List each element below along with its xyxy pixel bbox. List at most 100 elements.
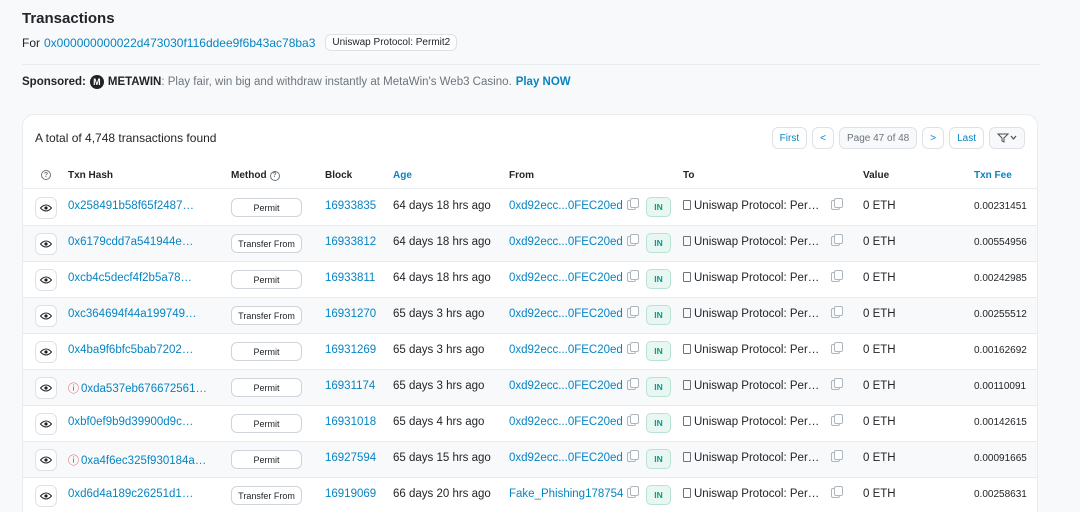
view-details-button[interactable] — [35, 449, 57, 471]
txn-hash-link[interactable]: 0x258491b58f65f2487… — [68, 200, 194, 212]
age-cell: 65 days 3 hrs ago — [393, 344, 485, 356]
copy-icon[interactable] — [626, 270, 639, 282]
copy-icon[interactable] — [831, 486, 844, 498]
from-address-link[interactable]: 0xd92ecc...0FEC20ed — [509, 380, 623, 392]
view-details-button[interactable] — [35, 377, 57, 399]
view-details-button[interactable] — [35, 197, 57, 219]
from-address-link[interactable]: 0xd92ecc...0FEC20ed — [509, 416, 623, 428]
contract-address-link[interactable]: 0x000000000022d473030f116ddee9f6b43ac78b… — [44, 35, 316, 50]
view-details-button[interactable] — [35, 341, 57, 363]
filter-dropdown-button[interactable] — [989, 127, 1025, 149]
txn-hash-link[interactable]: 0x4ba9f6bfc5bab7202… — [68, 344, 194, 356]
table-row: 0xd6d4a189c26251d1… Transfer From 16919069… — [23, 478, 1037, 512]
from-address-link[interactable]: 0xd92ecc...0FEC20ed — [509, 272, 623, 284]
table-row: ⓘ 0xda537eb676672561… Permit 16931174 65 day… — [23, 370, 1037, 406]
copy-icon[interactable] — [831, 450, 844, 462]
last-page-button[interactable]: Last — [949, 127, 984, 149]
copy-icon[interactable] — [626, 198, 639, 210]
block-link[interactable]: 16919069 — [325, 488, 377, 500]
copy-icon[interactable] — [831, 270, 844, 282]
copy-icon[interactable] — [626, 450, 639, 462]
to-address-link[interactable]: Uniswap Protocol: Per… — [694, 488, 820, 500]
view-details-button[interactable] — [35, 485, 57, 507]
to-address-link[interactable]: Uniswap Protocol: Per… — [694, 380, 820, 392]
metawin-logo-icon: M — [89, 75, 104, 89]
from-address-link[interactable]: 0xd92ecc...0FEC20ed — [509, 200, 623, 212]
age-header-toggle[interactable]: Age — [393, 170, 412, 181]
txn-hash-link[interactable]: 0xcb4c5decf4f2b5a78… — [68, 272, 193, 284]
table-row: 0x6179cdd7a541944e… Transfer From 16933812… — [23, 226, 1037, 262]
txn-fee-header-toggle[interactable]: Txn Fee — [974, 170, 1012, 181]
value-cell: 0 ETH — [863, 236, 896, 248]
to-address-link[interactable]: Uniswap Protocol: Per… — [694, 308, 820, 320]
copy-icon[interactable] — [626, 342, 639, 354]
view-details-button[interactable] — [35, 233, 57, 255]
block-link[interactable]: 16931174 — [325, 380, 376, 392]
next-page-button[interactable]: > — [922, 127, 945, 149]
method-header: Method? — [231, 170, 280, 181]
play-now-link[interactable]: Play NOW — [515, 76, 571, 88]
from-address-link[interactable]: 0xd92ecc...0FEC20ed — [509, 452, 623, 464]
txn-fee-cell: 0.00554956 — [974, 237, 1027, 248]
from-cell: 0xd92ecc...0FEC20ed — [509, 414, 639, 428]
copy-icon[interactable] — [831, 342, 844, 354]
block-link[interactable]: 16933812 — [325, 236, 377, 248]
from-address-link[interactable]: Fake_Phishing178754 — [509, 488, 624, 500]
txn-hash-link[interactable]: 0xda537eb676672561… — [81, 383, 207, 395]
view-details-button[interactable] — [35, 305, 57, 327]
eye-icon — [40, 456, 52, 464]
eye-icon — [40, 312, 52, 320]
to-address-link[interactable]: Uniswap Protocol: Per… — [694, 344, 820, 356]
copy-icon[interactable] — [626, 306, 639, 318]
to-address-link[interactable]: Uniswap Protocol: Per… — [694, 236, 820, 248]
pagination: First < Page 47 of 48 > Last — [771, 127, 1025, 149]
block-link[interactable]: 16933835 — [325, 200, 377, 212]
direction-badge: IN — [646, 197, 671, 217]
to-cell: Uniswap Protocol: Per… — [683, 342, 844, 356]
block-link[interactable]: 16931270 — [325, 308, 377, 320]
txn-hash-link[interactable]: 0xbf0ef9b9d39900d9c… — [68, 416, 194, 428]
eye-icon — [40, 420, 52, 428]
copy-icon[interactable] — [626, 234, 639, 246]
from-address-link[interactable]: 0xd92ecc...0FEC20ed — [509, 344, 623, 356]
copy-icon[interactable] — [831, 378, 844, 390]
txn-fee-cell: 0.00255512 — [974, 309, 1027, 320]
value-cell: 0 ETH — [863, 416, 896, 428]
block-link[interactable]: 16931018 — [325, 416, 377, 428]
age-cell: 65 days 3 hrs ago — [393, 380, 485, 392]
block-link[interactable]: 16933811 — [325, 272, 376, 284]
copy-icon[interactable] — [626, 414, 639, 426]
txn-fee-cell: 0.00231451 — [974, 201, 1027, 212]
first-page-button[interactable]: First — [771, 127, 808, 149]
copy-icon[interactable] — [831, 414, 844, 426]
copy-icon[interactable] — [627, 486, 640, 498]
from-address-link[interactable]: 0xd92ecc...0FEC20ed — [509, 308, 623, 320]
block-link[interactable]: 16931269 — [325, 344, 377, 356]
view-details-button[interactable] — [35, 413, 57, 435]
direction-badge: IN — [646, 449, 671, 469]
direction-badge: IN — [646, 377, 671, 397]
block-link[interactable]: 16927594 — [325, 452, 377, 464]
to-cell: Uniswap Protocol: Per… — [683, 198, 844, 212]
to-address-link[interactable]: Uniswap Protocol: Per… — [694, 416, 820, 428]
copy-icon[interactable] — [831, 198, 844, 210]
address-name-tag: Uniswap Protocol: Permit2 — [325, 34, 458, 51]
contract-icon — [683, 200, 691, 210]
txn-hash-cell: ⓘ 0xda537eb676672561… — [68, 380, 207, 396]
method-info-icon[interactable]: ? — [269, 170, 280, 181]
from-address-link[interactable]: 0xd92ecc...0FEC20ed — [509, 236, 623, 248]
contract-icon — [683, 236, 691, 246]
copy-icon[interactable] — [831, 234, 844, 246]
txn-hash-link[interactable]: 0x6179cdd7a541944e… — [68, 236, 194, 248]
to-address-link[interactable]: Uniswap Protocol: Per… — [694, 452, 820, 464]
to-address-link[interactable]: Uniswap Protocol: Per… — [694, 200, 820, 212]
copy-icon[interactable] — [831, 306, 844, 318]
txn-hash-link[interactable]: 0xc364694f44a199749… — [68, 308, 197, 320]
view-details-button[interactable] — [35, 269, 57, 291]
txn-hash-link[interactable]: 0xa4f6ec325f930184a… — [81, 455, 207, 467]
txn-hash-link[interactable]: 0xd6d4a189c26251d1… — [68, 488, 194, 500]
copy-icon[interactable] — [626, 378, 639, 390]
prev-page-button[interactable]: < — [812, 127, 834, 149]
value-cell: 0 ETH — [863, 272, 896, 284]
to-address-link[interactable]: Uniswap Protocol: Per… — [694, 272, 820, 284]
